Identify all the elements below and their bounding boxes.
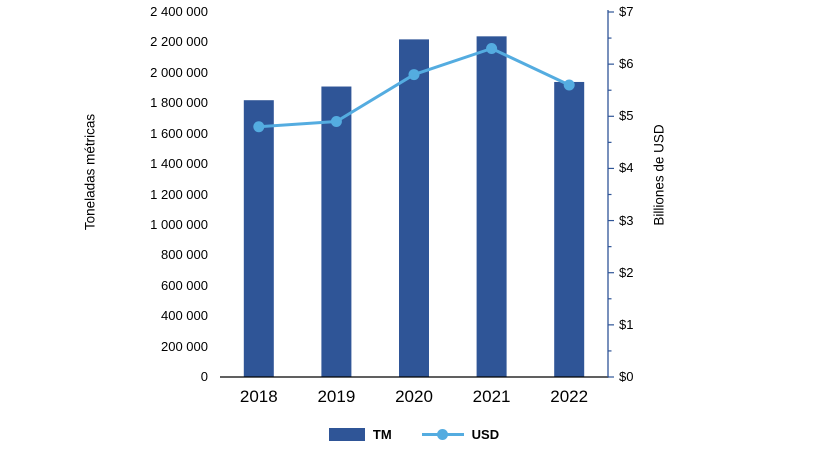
- x-axis-label-2019: 2019: [317, 387, 356, 406]
- bar-2018: [243, 100, 274, 377]
- right-tick-label: $3: [619, 212, 634, 228]
- left-tick-label: 2 000 000: [150, 64, 208, 80]
- usd-marker-2022: [563, 79, 575, 91]
- bar-2022: [554, 81, 585, 377]
- left-tick-label: 1 200 000: [150, 186, 208, 202]
- legend-marker-dot: [437, 429, 449, 440]
- left-tick-label: 800 000: [161, 247, 208, 263]
- x-axis-label-2018: 2018: [239, 387, 278, 406]
- bar-2020: [399, 39, 429, 377]
- legend-item-usd: USD: [421, 427, 500, 442]
- usd-marker-2018: [253, 121, 265, 133]
- right-tick-label: $2: [619, 264, 634, 280]
- left-axis-title: Toneladas métricas: [82, 113, 98, 231]
- left-tick-label: 200 000: [161, 338, 208, 354]
- legend-bar-swatch: [328, 428, 365, 441]
- legend-item-tm: TM: [328, 427, 392, 442]
- right-tick-label: $1: [619, 316, 634, 332]
- legend-label: TM: [372, 427, 392, 442]
- usd-marker-2020: [408, 69, 420, 81]
- left-tick-label: 0: [200, 369, 208, 384]
- right-tick-label: $6: [619, 56, 634, 72]
- right-tick-label: $5: [619, 108, 634, 124]
- left-tick-label: 400 000: [161, 308, 208, 324]
- usd-marker-2021: [486, 43, 498, 54]
- x-axis-label-2020: 2020: [395, 387, 433, 406]
- bar-2019: [321, 86, 352, 377]
- right-tick-label: $4: [619, 160, 634, 176]
- x-axis-label-2022: 2022: [550, 387, 589, 406]
- legend-label: USD: [471, 427, 500, 442]
- left-tick-label: 2 200 000: [150, 34, 208, 50]
- left-tick-label: 2 400 000: [150, 4, 208, 19]
- right-tick-label: $7: [619, 4, 634, 19]
- right-tick-label: $0: [619, 369, 634, 384]
- left-tick-label: 1 000 000: [150, 216, 208, 232]
- right-axis-title: Billiones de USD: [651, 124, 667, 226]
- legend-line-marker-swatch: [421, 428, 464, 442]
- left-tick-label: 1 400 000: [150, 156, 208, 172]
- x-axis-label-2021: 2021: [472, 387, 511, 406]
- left-tick-label: 600 000: [161, 277, 208, 293]
- usd-marker-2019: [330, 116, 342, 127]
- bar-2021: [476, 36, 507, 377]
- legend: TM USD: [220, 427, 608, 442]
- left-tick-label: 1 800 000: [150, 95, 208, 111]
- left-tick-label: 1 600 000: [150, 125, 208, 141]
